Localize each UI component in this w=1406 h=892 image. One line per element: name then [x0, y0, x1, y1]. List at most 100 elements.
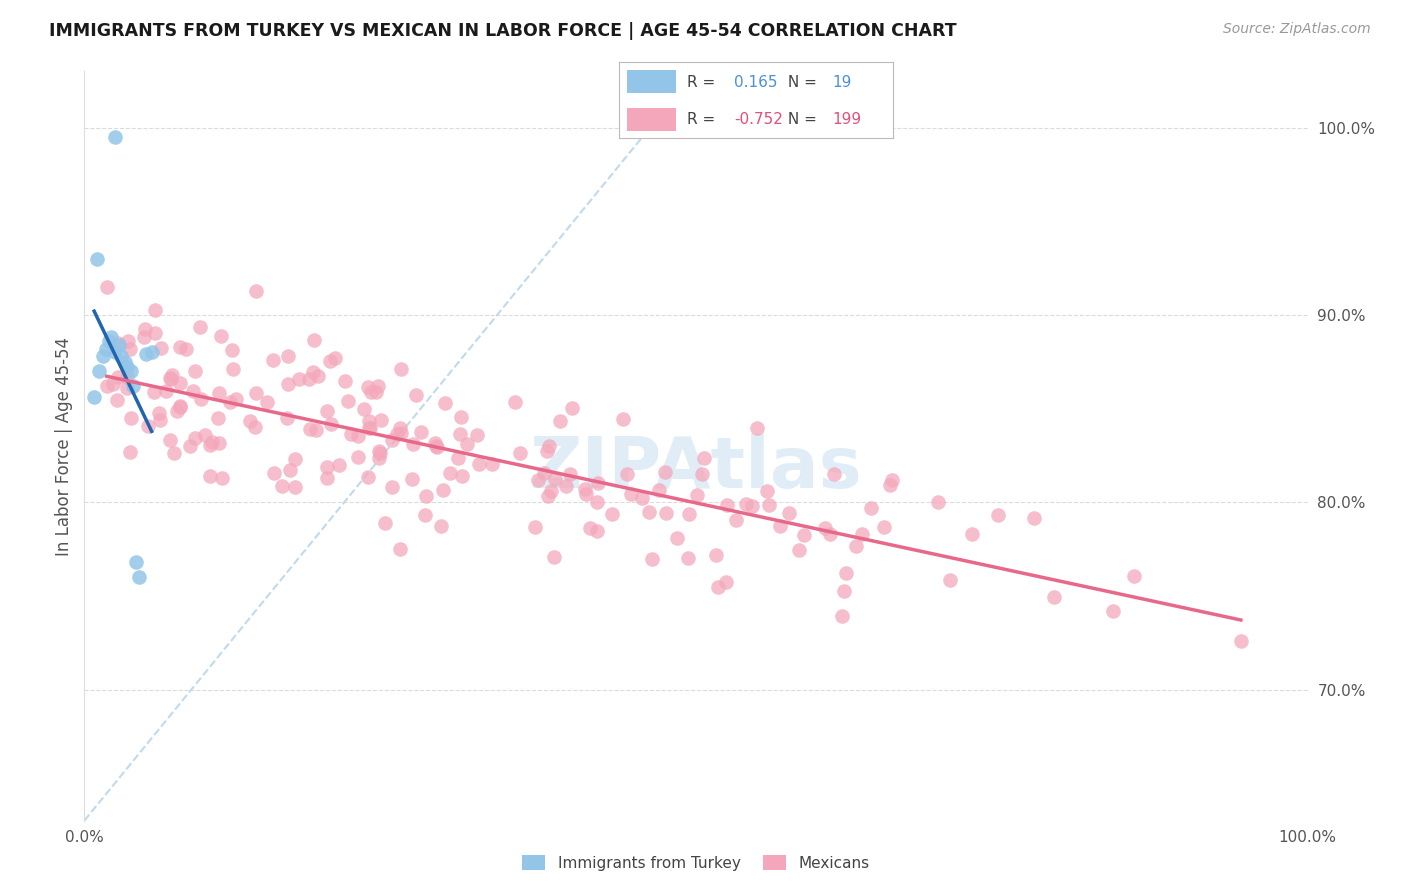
Point — [114, 355, 136, 369]
Text: N =: N = — [783, 112, 823, 128]
Point — [367, 379, 389, 393]
Point — [245, 386, 267, 401]
Point — [368, 450, 391, 465]
Point — [678, 507, 700, 521]
Point — [262, 352, 284, 367]
Point — [159, 433, 181, 447]
Point — [243, 420, 266, 434]
Point — [536, 489, 558, 503]
Point — [630, 491, 652, 505]
Point — [818, 527, 841, 541]
Point — [758, 498, 780, 512]
Point — [148, 406, 170, 420]
Point — [368, 443, 391, 458]
Point — [612, 412, 634, 426]
Point — [284, 480, 307, 494]
Point — [1043, 590, 1066, 604]
Point — [284, 451, 307, 466]
Point — [1022, 511, 1045, 525]
Point — [208, 436, 231, 450]
Point — [402, 437, 425, 451]
Point — [704, 548, 727, 562]
Point — [277, 376, 299, 391]
Point — [385, 426, 408, 441]
Point — [160, 372, 183, 386]
Point — [221, 361, 243, 376]
Point — [132, 330, 155, 344]
Point — [163, 446, 186, 460]
Point — [104, 345, 127, 359]
Point — [987, 508, 1010, 523]
Point — [141, 345, 163, 359]
Point — [91, 349, 114, 363]
Point — [693, 450, 716, 465]
Point — [298, 422, 321, 436]
Point — [405, 388, 427, 402]
Point — [110, 349, 132, 363]
Point — [823, 467, 845, 481]
Point — [450, 409, 472, 424]
Point — [225, 392, 247, 407]
Point — [1102, 604, 1125, 618]
Point — [96, 280, 118, 294]
Point — [879, 478, 901, 492]
Point — [401, 472, 423, 486]
Point — [526, 473, 548, 487]
Point — [183, 431, 205, 445]
Point — [620, 487, 643, 501]
Point — [304, 333, 326, 347]
Point — [117, 370, 139, 384]
Point — [447, 450, 470, 465]
Point — [176, 342, 198, 356]
Point — [97, 334, 120, 348]
Text: Source: ZipAtlas.com: Source: ZipAtlas.com — [1223, 22, 1371, 37]
Point — [184, 364, 207, 378]
Point — [543, 549, 565, 564]
Point — [755, 484, 778, 499]
Point — [207, 410, 229, 425]
Point — [179, 438, 201, 452]
Point — [316, 460, 339, 475]
Point — [873, 520, 896, 534]
Point — [509, 445, 531, 459]
Point — [1123, 569, 1146, 583]
Point — [86, 252, 108, 266]
Point — [832, 584, 855, 599]
Point — [714, 574, 737, 589]
Point — [409, 425, 432, 439]
Point — [381, 480, 404, 494]
Point — [353, 402, 375, 417]
Text: ZIPAtlas: ZIPAtlas — [530, 434, 862, 503]
Point — [120, 411, 142, 425]
Point — [574, 482, 596, 496]
Point — [745, 421, 768, 435]
Point — [135, 347, 157, 361]
Point — [468, 458, 491, 472]
Point — [221, 343, 243, 357]
Text: -0.752: -0.752 — [734, 112, 783, 128]
Point — [523, 520, 546, 534]
Point — [276, 350, 298, 364]
Point — [450, 469, 472, 483]
Bar — [627, 70, 676, 93]
Text: R =: R = — [688, 112, 720, 128]
Point — [465, 428, 488, 442]
Point — [143, 326, 166, 340]
Point — [166, 404, 188, 418]
Point — [425, 439, 447, 453]
Point — [169, 376, 191, 391]
Point — [169, 399, 191, 413]
Point — [198, 437, 221, 451]
Point — [503, 395, 526, 409]
Point — [373, 516, 395, 530]
Point — [550, 414, 572, 428]
Point — [169, 340, 191, 354]
Point — [105, 392, 128, 407]
Point — [194, 428, 217, 442]
Point — [835, 566, 858, 581]
Point — [83, 390, 105, 404]
Point — [143, 384, 166, 399]
Point — [263, 467, 285, 481]
Point — [115, 381, 138, 395]
Point — [120, 364, 142, 378]
